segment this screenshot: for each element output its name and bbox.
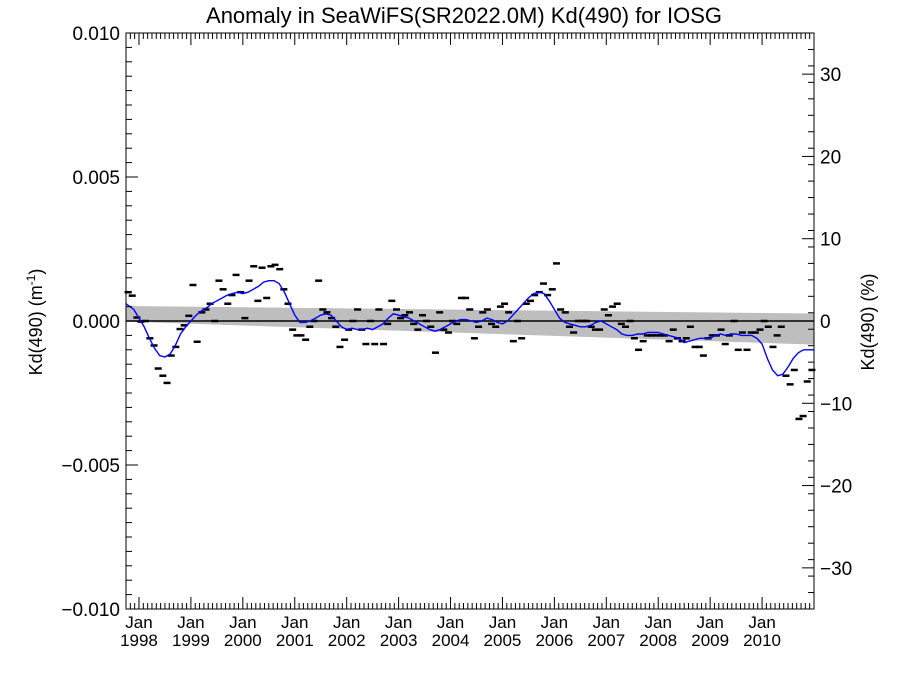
y-tick-label: −0.005	[61, 456, 120, 477]
x-month-label: Jan	[281, 613, 308, 632]
left-axis-label-close: )	[26, 269, 46, 275]
x-month-label: Jan	[489, 613, 516, 632]
x-year-label: 2010	[743, 631, 781, 650]
x-year-label: 2001	[276, 631, 314, 650]
x-month-label: Jan	[125, 613, 152, 632]
y-tick-label: 0.000	[72, 312, 120, 333]
x-month-label: Jan	[541, 613, 568, 632]
x-year-label: 1998	[120, 631, 158, 650]
left-tick-labels: 0.010 0.005 0.000 −0.005 −0.010	[61, 24, 120, 621]
smoothed-line	[125, 280, 814, 377]
x-month-label: Jan	[748, 613, 775, 632]
y-right-tick-label: −30	[820, 559, 852, 580]
x-year-label: 2006	[535, 631, 573, 650]
right-axis-label: Kd(490) (%)	[858, 273, 878, 370]
y-right-tick-label: 20	[820, 147, 841, 168]
left-axis-label-main: Kd(490) (m	[26, 285, 46, 375]
x-year-label: 2003	[380, 631, 418, 650]
x-year-label: 2004	[432, 631, 470, 650]
y-tick-label: 0.010	[72, 24, 120, 45]
axis-ticks	[125, 32, 815, 610]
x-year-label: 2005	[484, 631, 522, 650]
x-year-label: 2002	[328, 631, 366, 650]
x-tick-labels: Jan1998Jan1999Jan2000Jan2001Jan2002Jan20…	[120, 613, 781, 650]
trend-confidence-band-layer	[126, 306, 814, 345]
x-year-label: 1999	[172, 631, 210, 650]
chart-title: Anomaly in SeaWiFS(SR2022.0M) Kd(490) fo…	[206, 3, 722, 28]
x-month-label: Jan	[333, 613, 360, 632]
y-right-tick-label: −20	[820, 477, 852, 498]
x-year-label: 2007	[587, 631, 625, 650]
y-right-tick-label: 10	[820, 230, 841, 251]
y-right-tick-label: 0	[820, 312, 831, 333]
x-year-label: 2000	[224, 631, 262, 650]
x-month-label: Jan	[229, 613, 256, 632]
x-month-label: Jan	[177, 613, 204, 632]
x-month-label: Jan	[593, 613, 620, 632]
x-month-label: Jan	[437, 613, 464, 632]
left-axis-label-exponent: -1	[24, 274, 38, 285]
left-axis-label: Kd(490) (m-1)	[24, 269, 46, 376]
y-tick-label: 0.005	[72, 168, 120, 189]
x-year-label: 2009	[691, 631, 729, 650]
x-year-label: 2008	[639, 631, 677, 650]
y-right-tick-label: 30	[820, 65, 841, 86]
smoothed-line-layer	[125, 280, 814, 377]
trend-confidence-band	[126, 306, 814, 345]
y-tick-label: −0.010	[61, 600, 120, 621]
x-month-label: Jan	[696, 613, 723, 632]
y-right-tick-label: −10	[820, 394, 852, 415]
right-tick-labels: 30 20 10 0 −10 −20 −30	[820, 65, 852, 580]
x-month-label: Jan	[645, 613, 672, 632]
x-month-label: Jan	[385, 613, 412, 632]
